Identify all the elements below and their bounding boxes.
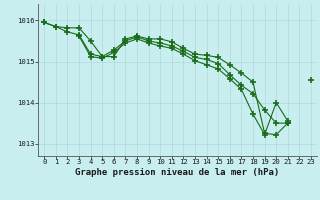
X-axis label: Graphe pression niveau de la mer (hPa): Graphe pression niveau de la mer (hPa) [76, 168, 280, 177]
